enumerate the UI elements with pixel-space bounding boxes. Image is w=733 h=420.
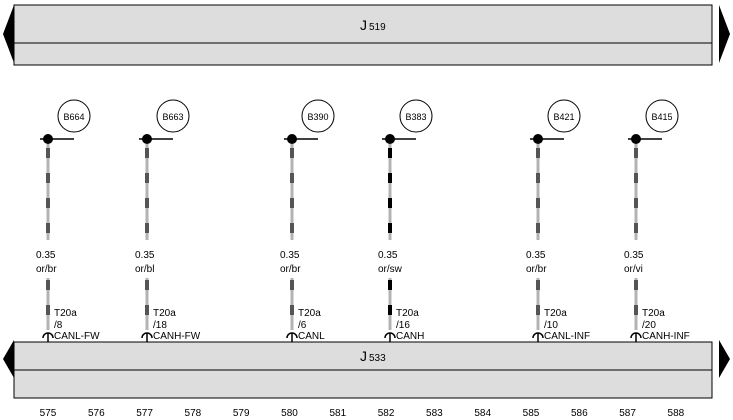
junction-dot	[43, 134, 53, 144]
grid-number: 577	[136, 408, 153, 419]
junction-dot	[631, 134, 641, 144]
wire-gauge: 0.35	[624, 250, 644, 261]
pin-label: /18	[153, 320, 167, 331]
wire-color-code: or/sw	[378, 264, 403, 275]
grid-number: 587	[619, 408, 636, 419]
wire-color-code: or/vi	[624, 264, 643, 275]
wire-id-bubble	[399, 99, 433, 133]
grid-number: 586	[571, 408, 588, 419]
pin-label: /10	[544, 320, 558, 331]
pin-label: /16	[396, 320, 410, 331]
junction-dot	[142, 134, 152, 144]
right-arrow-icon	[719, 5, 730, 63]
junction-dot	[385, 134, 395, 144]
wire-id-label: B421	[553, 112, 574, 122]
connector-label: T20a	[544, 308, 567, 319]
pin-label: /8	[54, 320, 63, 331]
grid-number: 581	[329, 408, 346, 419]
grid-number: 582	[378, 408, 395, 419]
grid-number: 578	[185, 408, 202, 419]
junction-dot	[533, 134, 543, 144]
wire-gauge: 0.35	[280, 250, 300, 261]
left-arrow-icon	[3, 5, 14, 63]
signal-label: CANH	[396, 331, 424, 342]
signal-label: CANL	[298, 331, 325, 342]
wire-color-code: or/br	[526, 264, 547, 275]
wire-id-bubble	[547, 99, 581, 133]
wire-id-label: B415	[651, 112, 672, 122]
wire-id-label: B664	[63, 112, 84, 122]
grid-number: 580	[281, 408, 298, 419]
grid-number: 584	[474, 408, 491, 419]
wire-id-label: B383	[405, 112, 426, 122]
wire-color-code: or/br	[280, 264, 301, 275]
grid-number: 588	[668, 408, 685, 419]
wire-gauge: 0.35	[135, 250, 155, 261]
wire-id-label: B663	[162, 112, 183, 122]
wire-color-code: or/br	[36, 264, 57, 275]
wire-gauge: 0.35	[378, 250, 398, 261]
grid-number: 579	[233, 408, 250, 419]
module-j519: J 519	[13, 4, 713, 66]
wire-gauge: 0.35	[526, 250, 546, 261]
grid-number: 576	[88, 408, 105, 419]
right-arrow-icon-bottom	[719, 340, 730, 378]
wire-id-bubble	[156, 99, 190, 133]
wire-id-label: B390	[307, 112, 328, 122]
connector-label: T20a	[298, 308, 321, 319]
grid-number: 583	[426, 408, 443, 419]
left-arrow-icon-bottom	[3, 340, 14, 378]
connector-label: T20a	[54, 308, 77, 319]
pin-label: /20	[642, 320, 656, 331]
module-j533-label: J 533	[360, 348, 386, 364]
wire-color-code: or/bl	[135, 264, 154, 275]
wire-id-bubble	[57, 99, 91, 133]
grid-number: 575	[40, 408, 57, 419]
junction-dot	[287, 134, 297, 144]
wire-id-bubble	[645, 99, 679, 133]
signal-label: CANL-FW	[54, 331, 100, 342]
connector-label: T20a	[642, 308, 665, 319]
connector-label: T20a	[396, 308, 419, 319]
wire-id-bubble	[301, 99, 335, 133]
signal-label: CANL-INF	[544, 331, 590, 342]
wire-gauge: 0.35	[36, 250, 56, 261]
signal-label: CANH-FW	[153, 331, 201, 342]
module-j533: J 533	[13, 341, 713, 399]
grid-number: 585	[523, 408, 540, 419]
connector-label: T20a	[153, 308, 176, 319]
module-j519-label: J 519	[360, 17, 386, 33]
signal-label: CANH-INF	[642, 331, 690, 342]
pin-label: /6	[298, 320, 307, 331]
